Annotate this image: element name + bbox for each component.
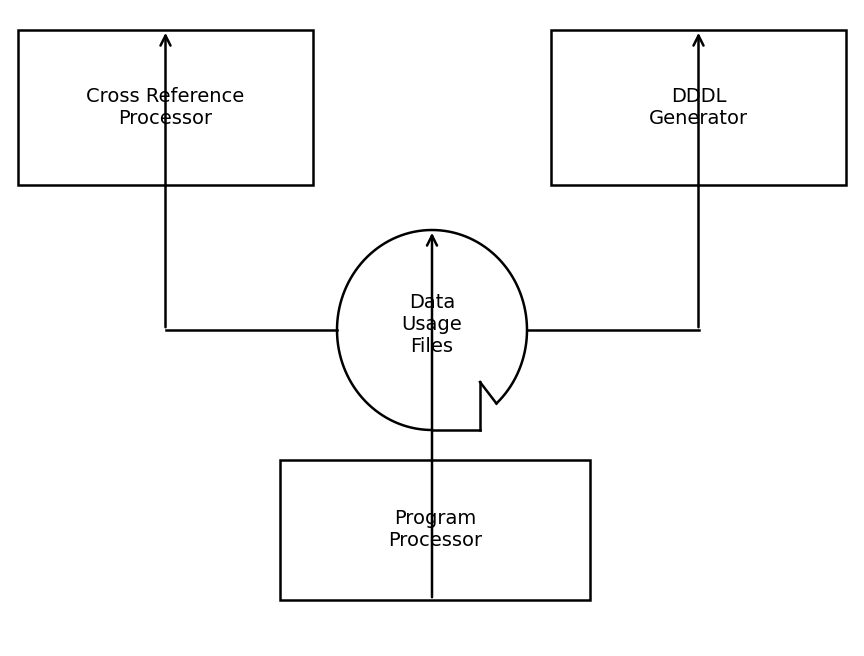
Text: Cross Reference
Processor: Cross Reference Processor [86, 87, 245, 128]
Bar [280, 460, 590, 600]
Text: Program
Processor: Program Processor [388, 510, 482, 550]
Circle shape [337, 235, 527, 425]
Bar [18, 30, 313, 185]
Text: Data
Usage
Files: Data Usage Files [402, 293, 462, 356]
Text: DDDL
Generator: DDDL Generator [649, 87, 748, 128]
Bar [551, 30, 846, 185]
